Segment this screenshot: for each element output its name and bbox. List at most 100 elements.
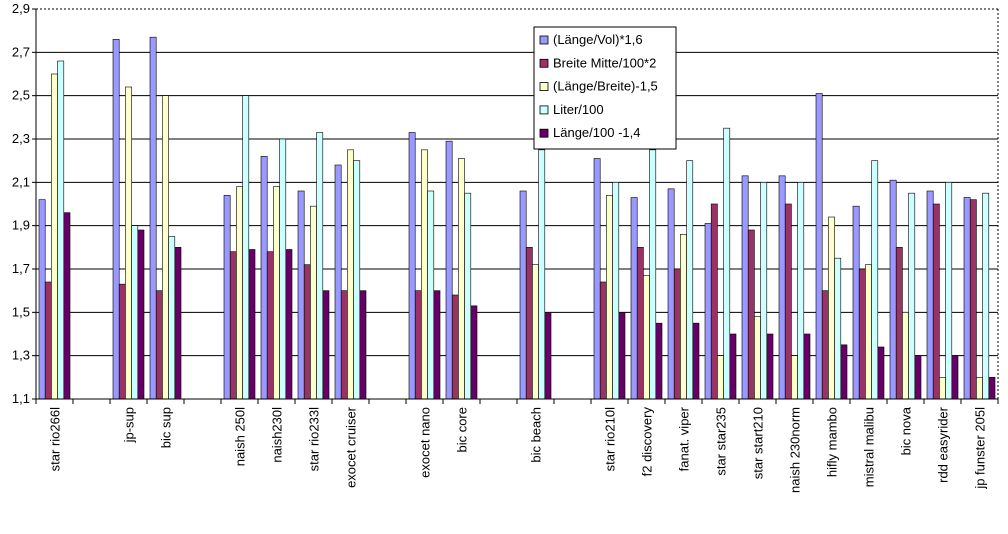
bar [673,268,681,400]
bar [538,149,546,400]
bar [162,95,169,400]
bar [692,322,700,400]
axes [32,8,999,404]
x-tick-label: jp funster 205l [973,407,988,490]
x-tick-label: rdd easyrider [936,406,951,483]
bar [125,86,132,400]
bar [451,294,459,400]
bar [223,195,231,400]
bar [797,182,805,400]
bar [988,377,996,400]
legend-swatch [539,82,549,91]
bar [932,203,940,400]
bar [544,312,552,400]
bar [285,249,293,400]
bar [470,305,478,400]
legend-label: (Länge/Vol)*1,6 [553,32,643,47]
y-tick-label: 1,9 [12,218,30,233]
bar [242,95,250,400]
x-tick-label: hifly mambo [825,407,840,477]
x-tick-label: bic sup [159,407,174,448]
bar [112,39,120,400]
bar [149,36,157,400]
x-tick-label: exocet cruiser [344,406,359,488]
bar [303,264,311,400]
bar [408,132,416,400]
bar [519,190,527,400]
bar [618,312,626,400]
bar [976,377,983,400]
bar [951,355,959,400]
bar [760,182,768,400]
x-tick-label: fanat. viper [677,406,692,471]
legend-label: Länge/100 -1,4 [553,125,640,140]
x-tick-label: bic nova [899,406,914,455]
bar [38,199,46,400]
bar [939,377,946,400]
bar [445,140,453,400]
bar [427,190,435,400]
legend-label: (Länge/Breite)-1,5 [553,79,658,94]
legend-swatch [539,58,549,68]
bar [914,355,922,400]
bar [174,247,182,400]
gridlines [36,8,998,357]
x-tick-label: star start210 [751,407,766,479]
x-tick-label: f2 discovery [640,407,655,477]
legend: (Länge/Vol)*1,6 Breite Mitte/100*2 (Länge/… [533,26,677,150]
bar [766,333,774,400]
x-tick-label: mistral malibu [862,407,877,487]
bar [778,175,786,400]
y-tick-label: 1,7 [12,261,30,276]
bars [38,36,996,400]
bar [316,132,324,400]
x-tick-label: jp-sup [122,407,137,443]
bar [155,290,163,400]
x-tick-label: naish230l [270,407,285,463]
legend-swatch [539,128,549,138]
x-tick-label: bic beach [529,407,544,463]
bar [784,203,792,400]
bar [359,290,367,400]
y-tick-label: 2,9 [12,1,30,16]
bar [747,229,755,400]
bar [908,192,916,400]
x-tick-label: star star235 [714,407,729,476]
bar [334,164,342,400]
bar [532,264,539,400]
bar [704,223,712,400]
legend-label: Liter/100 [553,102,604,117]
bar [877,346,885,400]
bar [969,199,977,400]
bar [458,158,465,400]
bar [421,149,428,400]
x-tick-label: naish 230norm [788,407,803,493]
bar [414,290,422,400]
bar [945,182,953,400]
x-tick-label: star rio266l [48,407,63,471]
bar [118,283,126,400]
bar [57,60,65,400]
bar [803,333,811,400]
legend-label: Breite Mitte/100*2 [553,55,656,70]
legend-swatch [539,105,549,115]
bar [464,192,472,400]
bar [63,212,71,400]
x-tick-label: star rio210l [603,407,618,471]
bar [353,160,361,400]
bar [599,281,607,400]
bar [865,264,872,400]
y-tick-label: 2,3 [12,131,30,146]
bar [710,203,718,400]
y-tick-label: 1,5 [12,304,30,319]
bar [525,247,533,400]
bar [297,190,305,400]
bar [729,333,737,400]
bar [723,127,731,400]
bar [895,247,903,400]
bar [279,138,287,400]
bar [754,316,761,400]
bar [858,268,866,400]
